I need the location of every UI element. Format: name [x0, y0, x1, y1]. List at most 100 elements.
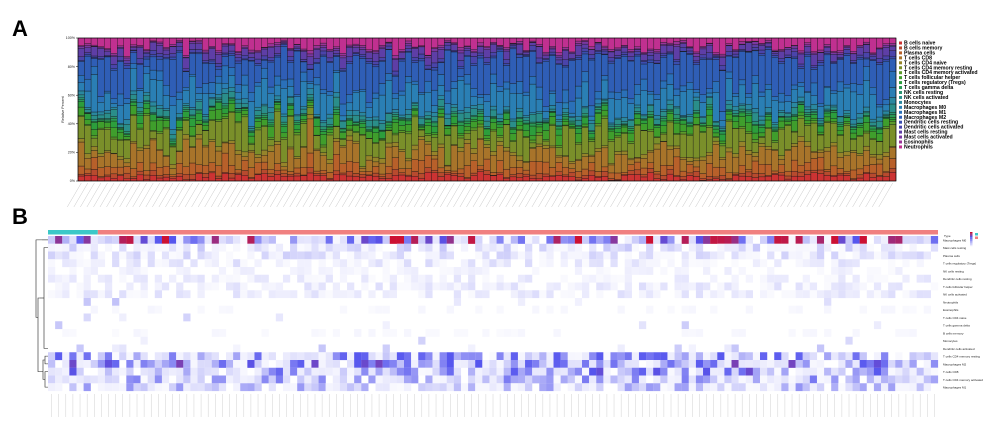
bar-segment: [182, 134, 190, 140]
bar-segment: [162, 37, 170, 48]
bar-segment: [673, 44, 681, 47]
heatmap-cell: [667, 236, 675, 244]
bar-segment: [863, 150, 870, 166]
bar-segment: [679, 51, 687, 87]
heatmap-cell: [332, 367, 341, 376]
bar-segment: [130, 68, 138, 92]
bar-segment: [280, 124, 288, 127]
bar-segment: [692, 171, 700, 177]
heatmap-cell: [881, 274, 889, 283]
bar-segment: [529, 123, 537, 127]
heatmap-cell: [389, 383, 397, 392]
bar-segment: [457, 66, 465, 69]
bar-segment: [97, 96, 105, 103]
heatmap-cell: [688, 367, 697, 376]
heatmap-cell: [332, 282, 341, 291]
heatmap-cell: [389, 282, 397, 291]
heatmap-cell: [218, 305, 227, 314]
bar-segment: [706, 152, 713, 156]
bar-segment: [634, 51, 641, 55]
bar-segment: [791, 143, 799, 147]
bar-segment: [666, 121, 674, 147]
bar-segment: [326, 163, 334, 173]
heatmap-cell: [517, 251, 526, 260]
bar-segment: [555, 118, 563, 122]
heatmap-cell: [510, 236, 519, 244]
bar-segment: [863, 122, 870, 132]
bar-segment: [699, 156, 707, 161]
bar-segment: [247, 132, 255, 137]
heatmap-cell: [176, 236, 184, 244]
bar-segment: [823, 108, 831, 111]
bar-segment: [843, 53, 851, 56]
bar-segment: [149, 120, 157, 131]
bar-segment: [666, 84, 674, 101]
heatmap-cell: [126, 290, 134, 299]
heatmap-cell: [97, 290, 106, 299]
bar-segment: [234, 98, 242, 104]
heatmap-cell: [539, 375, 547, 384]
bar-segment: [594, 109, 602, 113]
bar-segment: [175, 163, 183, 174]
bar-segment: [169, 168, 177, 175]
bar-segment: [346, 115, 354, 119]
bar-segment: [437, 58, 445, 63]
bar-segment: [293, 129, 301, 133]
heatmap-cell: [710, 236, 718, 244]
heatmap-cell: [724, 344, 732, 353]
x-tick-mark: [67, 182, 82, 208]
heatmap-cell: [888, 367, 896, 376]
bar-segment: [699, 57, 707, 60]
bar-segment: [110, 68, 118, 71]
bar-segment: [241, 103, 249, 108]
bar-segment: [738, 84, 746, 105]
heatmap-cell: [873, 367, 882, 376]
bar-segment: [136, 174, 144, 182]
bar-segment: [195, 93, 203, 100]
bar-segment: [732, 156, 740, 174]
heatmap-cell: [482, 267, 490, 275]
bar-segment: [647, 150, 655, 153]
bar-segment: [516, 155, 524, 161]
bar-segment: [751, 177, 759, 182]
heatmap-row-label: Mast cells resting: [943, 246, 967, 250]
color-scale-step: [970, 238, 973, 240]
heatmap-cell: [610, 243, 618, 252]
heatmap-cell: [774, 282, 782, 291]
bar-segment: [385, 130, 393, 144]
x-tick-mark: [237, 182, 252, 208]
bar-segment: [620, 45, 628, 48]
legend-swatch: [899, 110, 902, 114]
bar-segment: [863, 130, 870, 134]
bar-segment: [738, 116, 746, 127]
bar-segment: [850, 53, 857, 61]
bar-segment: [378, 140, 386, 159]
heatmap-row-label: Macrophages M2: [943, 362, 967, 366]
bar-segment: [450, 51, 458, 82]
bar-segment: [123, 136, 131, 140]
bar-segment: [319, 131, 327, 135]
heatmap-cell: [745, 375, 753, 384]
panel-b-label: B: [12, 204, 28, 229]
heatmap-cell: [468, 236, 476, 244]
heatmap-cell: [233, 290, 241, 299]
heatmap-cell: [895, 352, 903, 361]
heatmap-cell: [62, 236, 70, 244]
heatmap-cell: [432, 360, 440, 368]
bar-segment: [182, 117, 190, 120]
heatmap-cell: [731, 282, 739, 291]
bar-segment: [542, 161, 550, 175]
bar-segment: [869, 87, 877, 95]
heatmap-cell: [396, 251, 405, 260]
bar-segment: [293, 156, 301, 159]
heatmap-cell: [240, 282, 248, 291]
bar-segment: [287, 97, 295, 104]
heatmap-cell: [261, 236, 269, 244]
heatmap-cell: [347, 259, 355, 268]
heatmap-cell: [909, 236, 917, 244]
bar-segment: [77, 106, 85, 116]
bar-segment: [869, 121, 877, 126]
heatmap-cell: [631, 236, 640, 244]
heatmap-cell: [268, 282, 276, 291]
heatmap-cell: [169, 251, 177, 260]
